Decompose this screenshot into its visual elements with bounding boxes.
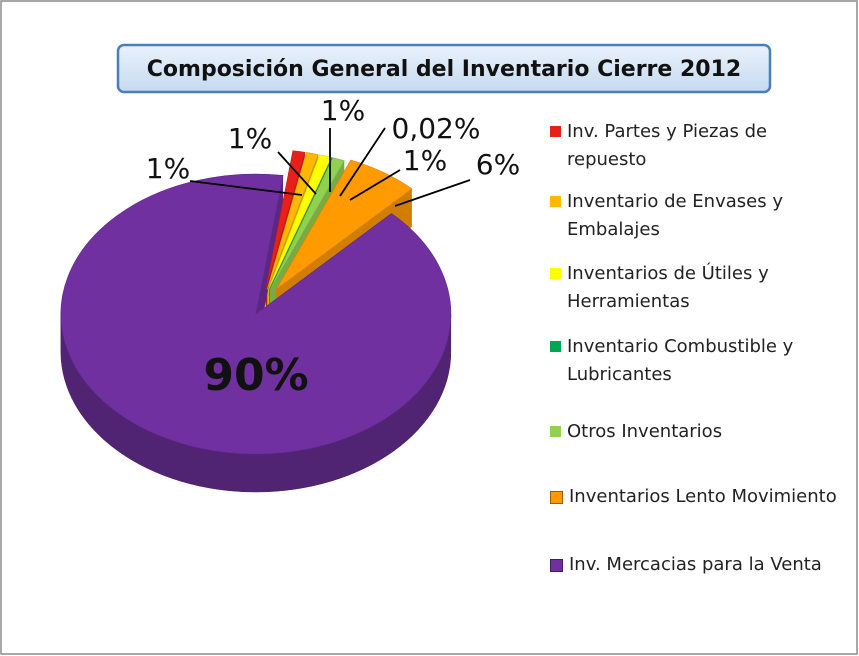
legend-item: Inventario de Envases y Embalajes bbox=[550, 188, 840, 244]
data-label: 1% bbox=[403, 144, 447, 177]
leader-line bbox=[189, 180, 303, 196]
legend-label: Otros Inventarios bbox=[567, 421, 723, 442]
legend-item: Otros Inventarios bbox=[550, 418, 840, 446]
legend-item: Inv. Mercacias para la Venta bbox=[550, 551, 840, 579]
data-label: 6% bbox=[476, 148, 520, 181]
legend-label: Inv. Mercacias para la Venta bbox=[569, 554, 822, 575]
data-label: 1% bbox=[321, 94, 365, 127]
slice bbox=[60, 173, 452, 455]
slice bbox=[265, 150, 306, 290]
leader-line bbox=[277, 151, 317, 195]
legend-label: Inventarios Lento Movimiento bbox=[569, 486, 837, 507]
legend-label: Inventarios de Útiles y Herramientas bbox=[567, 263, 769, 312]
legend-swatch bbox=[550, 341, 561, 352]
leader-line bbox=[394, 179, 471, 207]
slice-wall bbox=[255, 175, 283, 353]
legend-swatch bbox=[550, 196, 561, 207]
chart-title: Composición General del Inventario Cierr… bbox=[147, 57, 741, 82]
leader-line bbox=[349, 169, 401, 201]
leader-line bbox=[339, 127, 386, 197]
legend-item: Inventario Combustible y Lubricantes bbox=[550, 333, 840, 389]
data-label: 1% bbox=[228, 122, 272, 155]
data-label: 90% bbox=[203, 350, 308, 401]
legend-swatch bbox=[550, 426, 561, 437]
slice bbox=[268, 157, 333, 291]
legend-swatch bbox=[550, 268, 561, 279]
data-label: 1% bbox=[146, 152, 190, 185]
data-label: 0,02% bbox=[392, 112, 481, 145]
legend-swatch bbox=[550, 491, 563, 504]
slice bbox=[276, 159, 413, 290]
legend-label: Inventario de Envases y Embalajes bbox=[567, 191, 783, 240]
slice bbox=[268, 154, 332, 290]
legend-item: Inventarios de Útiles y Herramientas bbox=[550, 260, 840, 316]
title-box bbox=[116, 43, 772, 94]
legend-item: Inventarios Lento Movimiento bbox=[550, 483, 840, 511]
slice bbox=[269, 157, 345, 291]
legend-swatch bbox=[550, 559, 563, 572]
slice bbox=[266, 152, 319, 290]
legend-label: Inv. Partes y Piezas de repuesto bbox=[567, 121, 768, 170]
legend-item: Inv. Partes y Piezas de repuesto bbox=[550, 118, 840, 174]
legend-swatch bbox=[550, 126, 561, 137]
legend-label: Inventario Combustible y Lubricantes bbox=[567, 336, 794, 385]
